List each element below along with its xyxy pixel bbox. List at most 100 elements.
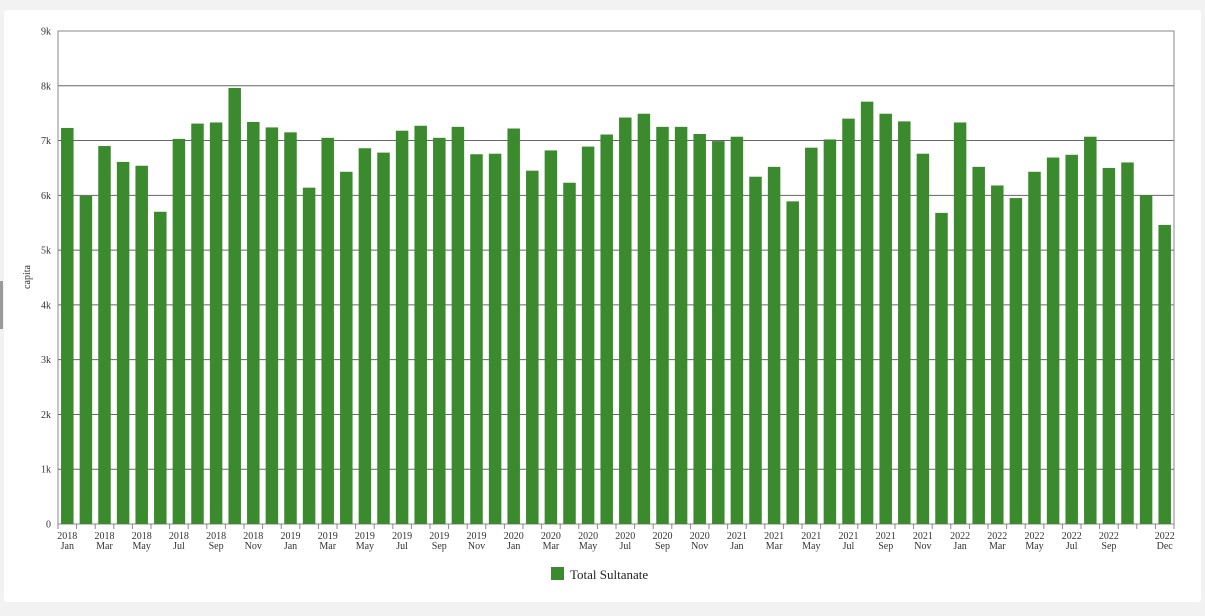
x-tick-month: Mar <box>96 541 113 552</box>
y-tick-label: 5k <box>41 246 51 257</box>
x-axis: 2018Jan2018Mar2018May2018Jul2018Sep2018N… <box>57 524 1175 552</box>
x-tick-month: Sep <box>1101 541 1116 552</box>
plot-border <box>57 30 1175 525</box>
x-tick-month: Mar <box>989 541 1006 552</box>
bar[interactable] <box>935 212 948 524</box>
bar[interactable] <box>172 138 186 524</box>
bar[interactable] <box>637 113 651 524</box>
x-tick-month: May <box>1025 541 1043 552</box>
bar[interactable] <box>1009 198 1023 525</box>
bar[interactable] <box>154 211 167 524</box>
bar[interactable] <box>879 113 892 524</box>
bar[interactable] <box>563 182 576 525</box>
bar[interactable] <box>507 128 520 524</box>
x-tick-year: 2019 <box>318 531 338 542</box>
resize-handle[interactable] <box>0 281 3 329</box>
bar[interactable] <box>656 126 669 524</box>
bar[interactable] <box>972 166 985 525</box>
bar[interactable] <box>61 127 74 524</box>
bar[interactable] <box>116 161 130 524</box>
bars <box>61 87 1171 525</box>
x-tick-month: Nov <box>914 541 931 552</box>
bar[interactable] <box>991 185 1004 524</box>
x-tick-year: 2021 <box>839 531 859 542</box>
bar[interactable] <box>302 187 316 525</box>
bar[interactable] <box>79 195 93 524</box>
bar[interactable] <box>860 101 874 524</box>
bar[interactable] <box>340 171 353 525</box>
bar[interactable] <box>358 148 372 525</box>
bar[interactable] <box>414 125 427 524</box>
bar[interactable] <box>898 121 911 524</box>
bar[interactable] <box>619 117 632 524</box>
bar[interactable] <box>191 123 204 524</box>
bar[interactable] <box>488 153 502 525</box>
bar[interactable] <box>674 126 688 524</box>
x-tick-month: Dec <box>1157 541 1174 552</box>
legend-label: Total Sultanate <box>570 567 648 582</box>
x-tick-month: Nov <box>245 541 262 552</box>
y-axis-ticks: 0 1k 2k 3k 4k 5k 6k 7k 8k 9k <box>41 27 51 531</box>
x-tick-year: 2020 <box>690 531 710 542</box>
x-tick-month: Mar <box>766 541 783 552</box>
bar[interactable] <box>730 136 744 524</box>
bar[interactable] <box>1121 162 1134 524</box>
bar[interactable] <box>265 127 279 525</box>
bar[interactable] <box>451 126 465 524</box>
bar[interactable] <box>786 201 799 524</box>
bar[interactable] <box>842 118 855 525</box>
legend[interactable]: Total Sultanate <box>551 567 648 582</box>
bar[interactable] <box>1028 171 1041 525</box>
bar[interactable] <box>1046 157 1060 524</box>
x-tick-month: Sep <box>878 541 893 552</box>
bar[interactable] <box>470 154 483 524</box>
bar[interactable] <box>805 147 818 524</box>
x-tick-year: 2019 <box>429 531 449 542</box>
x-tick-month: Mar <box>319 541 336 552</box>
bar[interactable] <box>823 139 837 524</box>
x-tick-year: 2020 <box>615 531 635 542</box>
bar[interactable] <box>526 170 539 524</box>
x-tick-year: 2018 <box>57 531 77 542</box>
bar[interactable] <box>693 133 706 524</box>
bar[interactable] <box>1102 167 1116 524</box>
bar[interactable] <box>209 122 223 525</box>
bar[interactable] <box>433 137 446 525</box>
x-tick-month: Jul <box>619 541 631 552</box>
bar[interactable] <box>377 152 390 524</box>
x-tick-year: 2022 <box>950 531 970 542</box>
bar[interactable] <box>916 153 930 525</box>
bar[interactable] <box>395 130 409 524</box>
bar[interactable] <box>228 87 241 525</box>
x-tick-month: May <box>133 541 151 552</box>
x-tick-year: 2018 <box>95 531 115 542</box>
x-tick-year: 2022 <box>1062 531 1082 542</box>
bar[interactable] <box>1065 154 1078 524</box>
bar[interactable] <box>1158 224 1171 524</box>
bar[interactable] <box>953 122 967 525</box>
bar[interactable] <box>544 150 558 524</box>
x-tick-year: 2018 <box>169 531 189 542</box>
bar[interactable] <box>1139 195 1153 525</box>
bar[interactable] <box>749 176 762 524</box>
bar[interactable] <box>1084 136 1097 524</box>
bar[interactable] <box>284 132 297 525</box>
x-tick-year: 2022 <box>1099 531 1119 542</box>
y-tick-label: 8k <box>41 81 51 92</box>
bar[interactable] <box>767 166 781 525</box>
bar[interactable] <box>321 137 334 525</box>
bar[interactable] <box>600 134 613 524</box>
bar[interactable] <box>581 146 595 524</box>
y-tick-label: 4k <box>41 300 51 311</box>
x-tick-year: 2022 <box>1155 531 1175 542</box>
bar[interactable] <box>135 165 148 524</box>
y-tick-label: 3k <box>41 355 51 366</box>
x-tick-month: Jul <box>173 541 185 552</box>
bar[interactable] <box>247 121 260 524</box>
bar[interactable] <box>712 141 725 524</box>
x-tick-month: Jan <box>953 541 966 552</box>
bar[interactable] <box>98 146 111 525</box>
x-tick-year: 2019 <box>467 531 487 542</box>
x-tick-year: 2019 <box>355 531 375 542</box>
